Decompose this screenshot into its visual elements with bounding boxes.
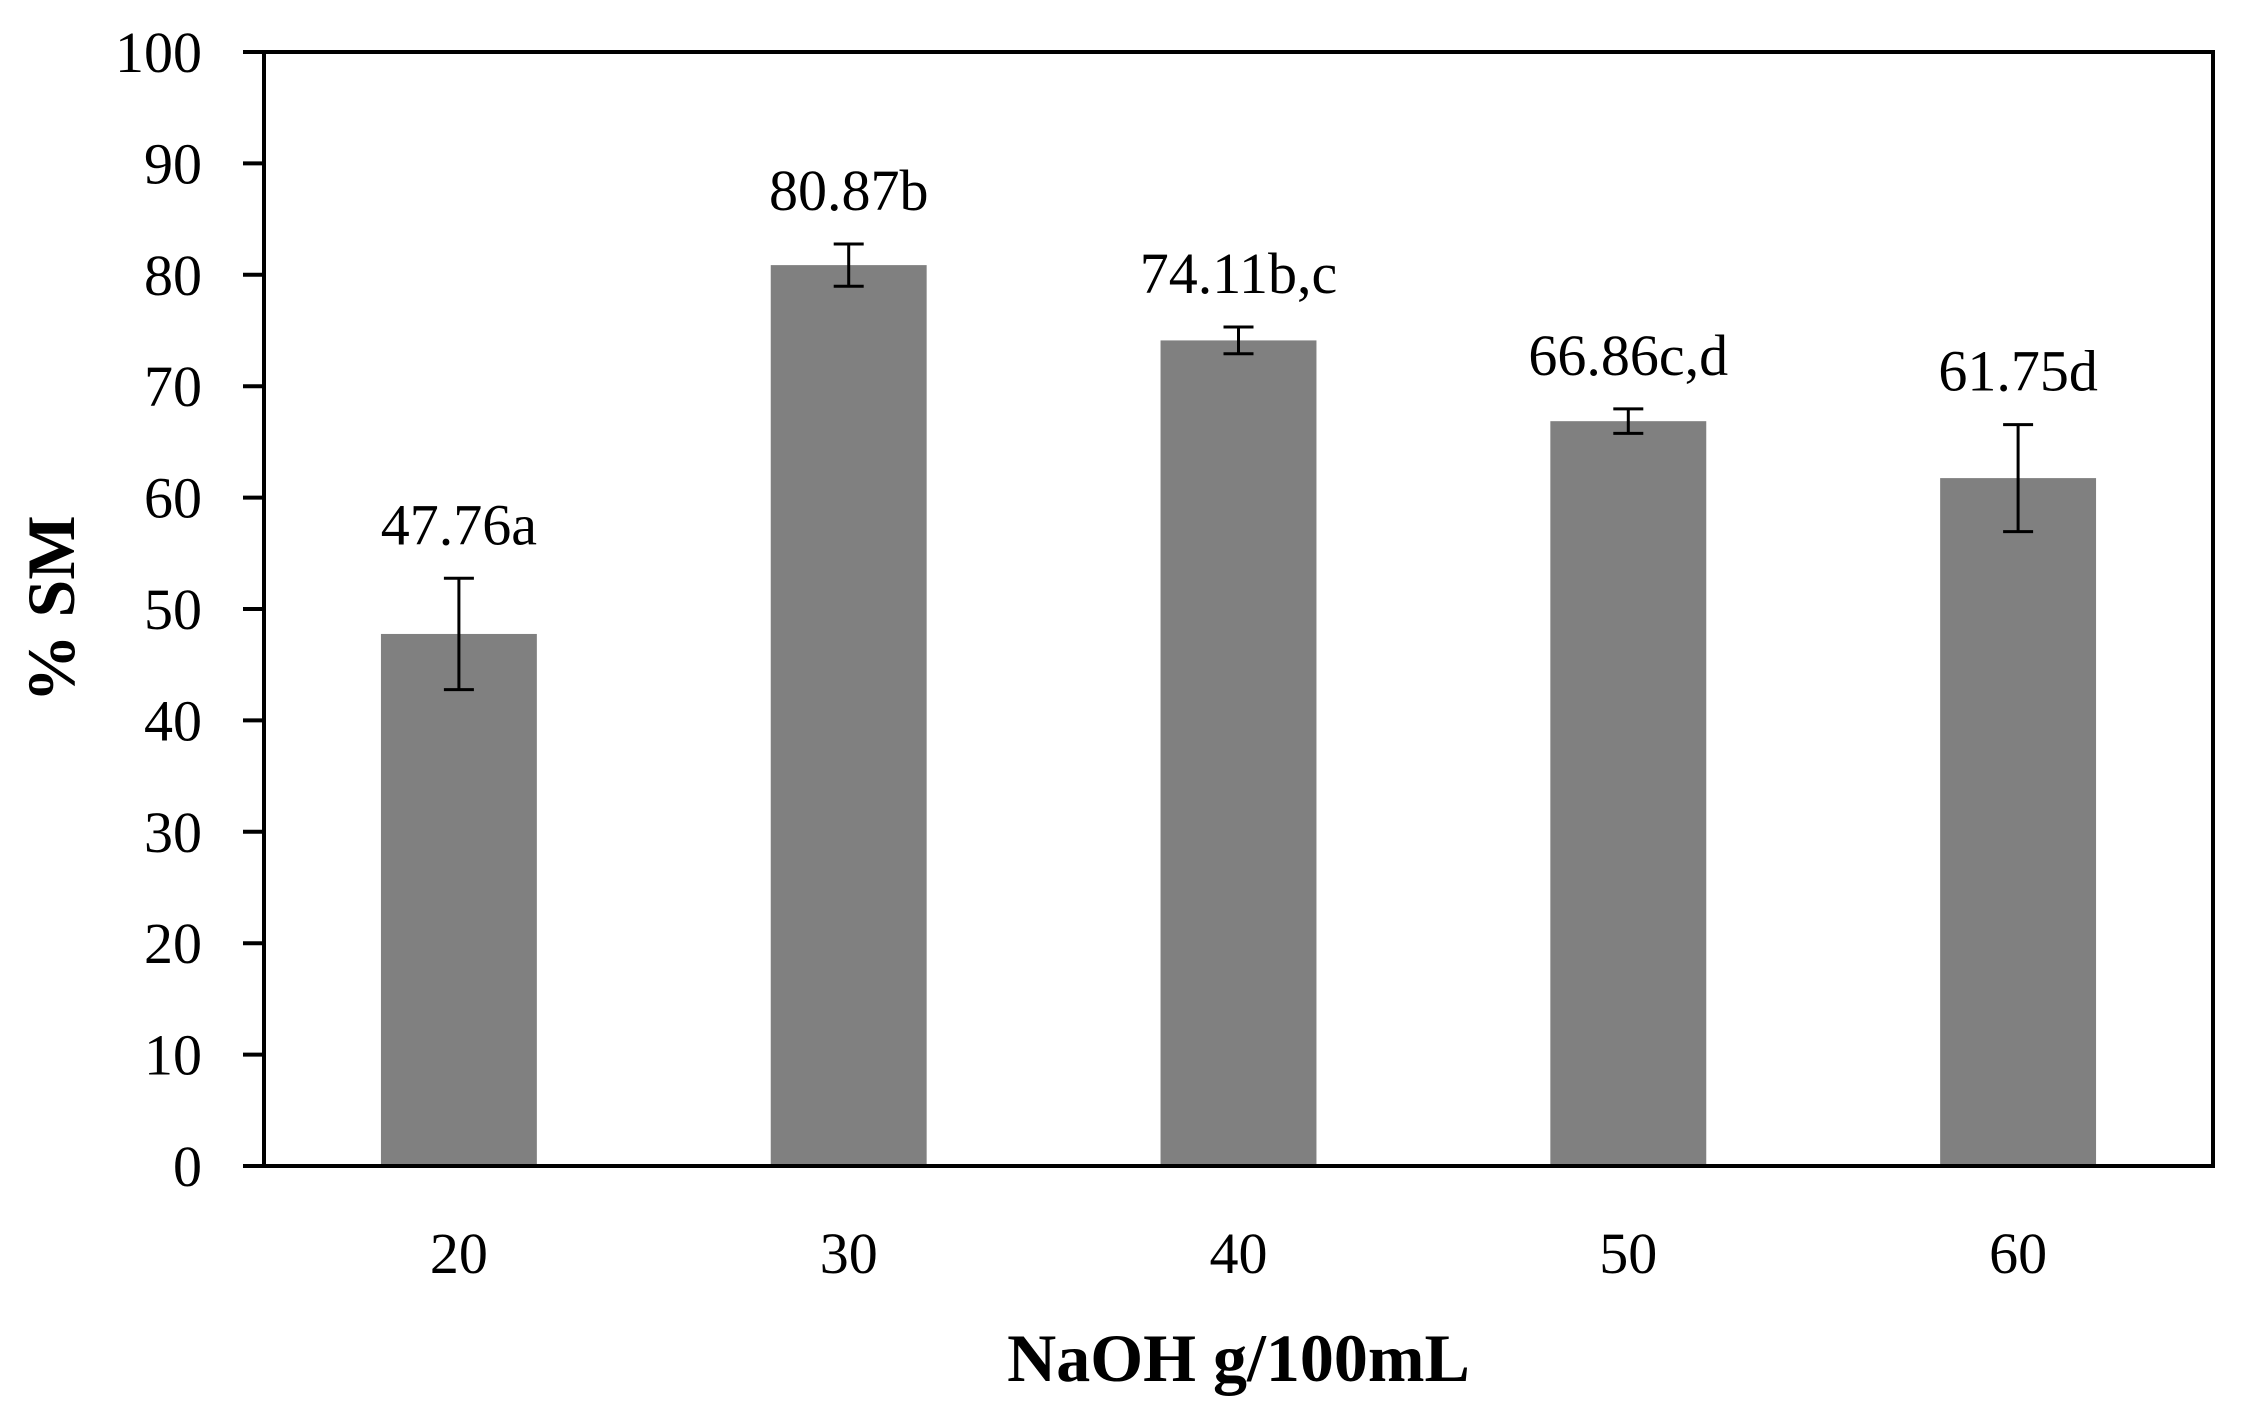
x-tick-label: 30 (820, 1221, 878, 1286)
y-tick-label: 30 (144, 800, 202, 865)
y-axis-title: % SM (13, 516, 89, 703)
error-bar-20 (443, 576, 474, 692)
data-label-40: 74.11b,c (1140, 241, 1338, 306)
y-tick-label: 80 (144, 243, 202, 308)
x-tick-label: 60 (1989, 1221, 2047, 1286)
bar-50 (1550, 421, 1707, 1167)
bar-40 (1160, 340, 1317, 1166)
error-bar-50 (1613, 407, 1644, 435)
error-bar-40 (1223, 325, 1254, 356)
bar-20 (380, 633, 537, 1166)
y-tick-label: 60 (144, 466, 202, 531)
bar-30 (770, 265, 927, 1167)
y-tick-label: 90 (144, 131, 202, 196)
y-axis-ticks: 0 10 20 30 40 50 60 70 80 90 100 (115, 20, 264, 1199)
data-label-60: 61.75d (1938, 339, 2098, 404)
data-label-30: 80.87b (769, 158, 929, 223)
x-axis-ticks: 20 30 40 50 60 (430, 1221, 2047, 1286)
error-bar-30 (833, 242, 864, 288)
y-tick-label: 70 (144, 354, 202, 419)
bars-group (380, 265, 2097, 1167)
x-tick-label: 50 (1599, 1221, 1657, 1286)
bar-60 (1940, 478, 2097, 1167)
data-label-20: 47.76a (381, 492, 537, 557)
data-labels-group: 47.76a 80.87b 74.11b,c 66.86c,d 61.75d (381, 158, 2098, 557)
x-tick-label: 40 (1210, 1221, 1268, 1286)
x-axis-title: NaOH g/100mL (1007, 1320, 1470, 1396)
y-tick-label: 100 (115, 20, 202, 85)
error-bar-60 (2003, 423, 2034, 534)
y-tick-label: 20 (144, 911, 202, 976)
y-tick-label: 0 (173, 1134, 202, 1199)
x-tick-label: 20 (430, 1221, 488, 1286)
data-label-50: 66.86c,d (1528, 323, 1728, 388)
y-tick-label: 50 (144, 577, 202, 642)
error-bars-group (443, 242, 2034, 692)
y-tick-label: 10 (144, 1023, 202, 1088)
y-tick-label: 40 (144, 688, 202, 753)
